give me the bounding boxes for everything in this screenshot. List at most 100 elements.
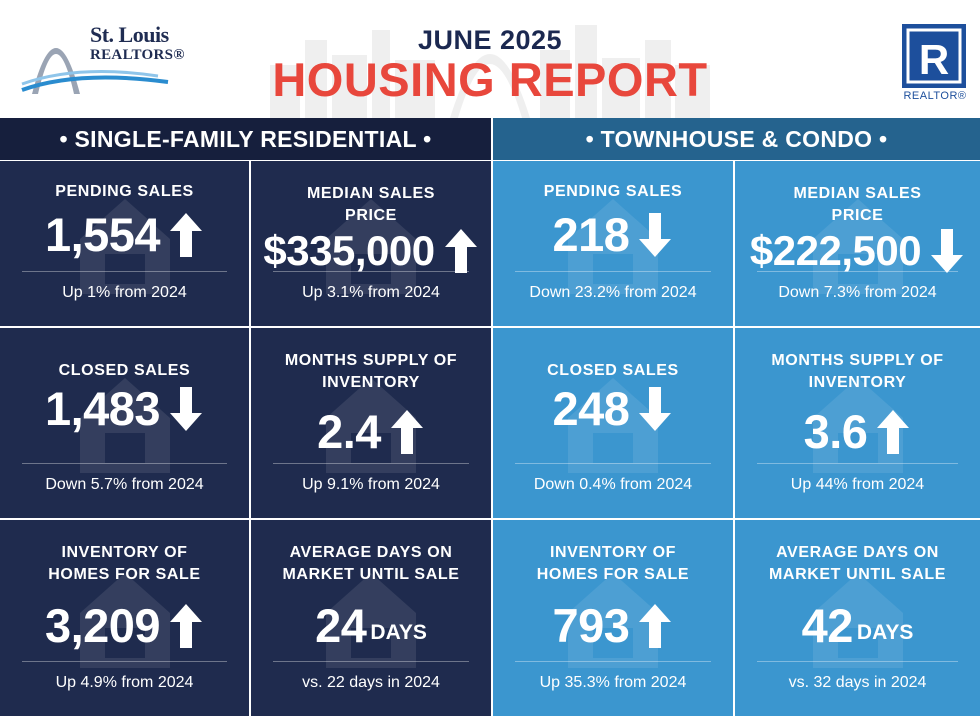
metric-divider	[273, 271, 469, 272]
metric-change-text: Down 23.2% from 2024	[529, 284, 697, 301]
metric-label: MONTHS SUPPLY OF INVENTORY	[771, 352, 944, 391]
metric-label: INVENTORY OF HOMES FOR SALE	[536, 544, 690, 583]
metric-value-row: 793	[493, 598, 733, 653]
calendar-icon	[812, 573, 903, 668]
realtor-r-letter: R	[919, 36, 949, 83]
metric-label: PENDING SALES	[55, 183, 194, 200]
metric-card-townhouse-condo-average-days-on-market-until-sale: AVERAGE DAYS ON MARKET UNTIL SALE 42 DAYS v…	[735, 520, 980, 716]
metric-change-text: Down 7.3% from 2024	[778, 284, 937, 301]
metric-value: 1,554	[44, 208, 161, 262]
metric-change-text: Down 0.4% from 2024	[533, 476, 693, 493]
metric-divider	[515, 661, 711, 662]
metric-change-text: vs. 32 days in 2024	[788, 674, 927, 691]
for-sale-sign-icon	[568, 573, 658, 668]
metric-change-text: Up 1% from 2024	[62, 284, 187, 301]
metric-value-row: 1,554	[0, 207, 249, 262]
metric-label: AVERAGE DAYS ON MARKET UNTIL SALE	[282, 544, 460, 583]
metric-value: 1,483	[44, 382, 161, 436]
metric-divider	[22, 661, 227, 662]
metric-divider	[757, 463, 958, 464]
metric-change-text: vs. 22 days in 2024	[302, 674, 440, 691]
metric-value: 42	[801, 599, 854, 653]
metric-value: 24	[315, 599, 367, 653]
metric-value-row: 248	[493, 381, 733, 436]
metric-label: INVENTORY OF HOMES FOR SALE	[48, 544, 201, 583]
arrow-down-icon	[170, 386, 203, 431]
metric-divider	[273, 661, 469, 662]
metric-change-text: Up 9.1% from 2024	[302, 476, 440, 493]
metric-value: 248	[552, 382, 630, 436]
metric-value: 3.6	[803, 405, 868, 458]
metric-change-text: Up 3.1% from 2024	[302, 284, 440, 301]
report-month: JUNE 2025	[417, 25, 563, 55]
metric-divider	[22, 271, 227, 272]
arrow-up-icon	[170, 212, 203, 257]
realtor-r-logo-icon: R	[902, 24, 966, 88]
metric-value-row: 2.4	[251, 404, 491, 459]
metric-card-single-family-closed-sales: CLOSED SALES 1,483 Down 5.7% from 2024	[0, 328, 249, 518]
metric-value: 218	[552, 208, 630, 262]
gateway-arch-logo-icon	[21, 48, 169, 94]
metric-label: MEDIAN SALES PRICE	[793, 185, 922, 224]
metric-divider	[757, 661, 958, 662]
metric-value: $335,000	[263, 227, 435, 274]
metric-card-single-family-median-sales-price: MEDIAN SALES PRICE $335,000 Up 3.1% from 2…	[251, 161, 491, 326]
houses-icon	[326, 378, 416, 473]
realtor-mark-text: REALTOR®	[903, 90, 967, 102]
sold-sign-icon	[79, 378, 170, 473]
metric-card-single-family-months-supply-of-inventory: MONTHS SUPPLY OF INVENTORY 2.4 Up 9.1% fro…	[251, 328, 491, 518]
metric-card-single-family-pending-sales: PENDING SALES 1,554 Up 1% from 2024	[0, 161, 249, 326]
section-header-townhouse-condo: • TOWNHOUSE & CONDO •	[493, 118, 980, 160]
metric-label: AVERAGE DAYS ON MARKET UNTIL SALE	[768, 544, 946, 583]
price-tag-icon	[812, 198, 903, 294]
metric-label: PENDING SALES	[543, 183, 683, 200]
metric-card-townhouse-condo-months-supply-of-inventory: MONTHS SUPPLY OF INVENTORY 3.6 Up 44% from…	[735, 328, 980, 518]
metric-change-text: Down 5.7% from 2024	[45, 476, 204, 493]
arrow-down-icon	[931, 229, 964, 273]
metric-label: CLOSED SALES	[547, 362, 679, 379]
metric-value-row: 1,483	[0, 381, 249, 436]
for-sale-sign-icon	[79, 573, 170, 668]
metric-value-row: 3,209	[0, 598, 249, 653]
section-header-single-family: • SINGLE-FAMILY RESIDENTIAL •	[0, 118, 491, 160]
building-icon	[568, 198, 658, 294]
metric-divider	[22, 463, 227, 464]
arrow-down-icon	[639, 212, 672, 257]
metric-change-text: Up 44% from 2024	[790, 476, 925, 493]
metric-value: $222,500	[749, 227, 922, 274]
house-icon	[79, 198, 170, 294]
arrow-up-icon	[390, 409, 423, 454]
report-title: HOUSING REPORT	[272, 53, 708, 106]
metrics-grid: PENDING SALES 1,554 Up 1% from 2024 MEDIAN …	[0, 161, 980, 716]
logo-text-city: St. Louis	[90, 22, 169, 47]
arrow-up-icon	[170, 603, 203, 648]
metric-card-townhouse-condo-closed-sales: CLOSED SALES 248 Down 0.4% from 2024	[493, 328, 733, 518]
metric-divider	[273, 463, 469, 464]
metric-divider	[515, 463, 711, 464]
metric-label: MONTHS SUPPLY OF INVENTORY	[284, 352, 458, 391]
arrow-up-icon	[639, 603, 672, 648]
metric-unit: DAYS	[856, 621, 914, 645]
houses-icon	[812, 378, 903, 473]
metric-value-row: $222,500	[735, 227, 980, 275]
metric-label: MEDIAN SALES PRICE	[306, 185, 436, 224]
metric-value-row: 218	[493, 207, 733, 262]
metric-divider	[757, 271, 958, 272]
arrow-down-icon	[639, 386, 672, 431]
metric-value: 3,209	[44, 599, 161, 653]
metric-divider	[515, 271, 711, 272]
calendar-icon	[326, 573, 416, 668]
metric-value-row: 3.6	[735, 404, 980, 459]
metric-value: 2.4	[317, 405, 381, 458]
report-header: St. Louis REALTORS® JUNE 2025 HOUSING RE…	[0, 0, 980, 118]
arrow-up-icon	[877, 409, 910, 454]
logo-text-org: REALTORS®	[90, 47, 185, 63]
metric-value-row: 42 DAYS	[735, 598, 980, 653]
metric-change-text: Up 4.9% from 2024	[55, 674, 194, 691]
metric-card-single-family-inventory-of-homes-for-sale: INVENTORY OF HOMES FOR SALE 3,209 Up 4.9% …	[0, 520, 249, 716]
metric-card-single-family-average-days-on-market-until-sale: AVERAGE DAYS ON MARKET UNTIL SALE 24 DAYS v…	[251, 520, 491, 716]
city-skyline-icon	[270, 25, 710, 118]
metric-value-row: $335,000	[251, 227, 491, 275]
metric-card-townhouse-condo-pending-sales: PENDING SALES 218 Down 23.2% from 2024	[493, 161, 733, 326]
price-tag-icon	[326, 198, 416, 294]
